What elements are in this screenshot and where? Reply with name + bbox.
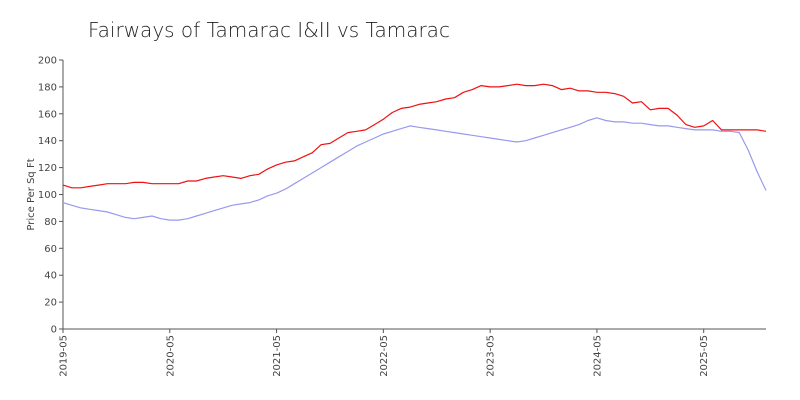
y-tick-label: 200 <box>38 56 57 67</box>
y-tick-label: 180 <box>38 82 57 93</box>
series-line-1 <box>62 83 767 189</box>
y-tick-label: 20 <box>44 298 57 309</box>
x-tick-label: 2024-05 <box>592 335 603 377</box>
series-line-2 <box>62 117 767 221</box>
y-axis-label: Price Per Sq Ft <box>26 158 37 230</box>
x-tick-label: 2020-05 <box>165 335 176 377</box>
y-tick-label: 40 <box>44 271 57 282</box>
y-tick-label: 0 <box>51 325 57 336</box>
x-tick-label: 2021-05 <box>272 335 283 377</box>
x-tick-label: 2019-05 <box>59 335 70 377</box>
x-tick-label: 2025-05 <box>699 335 710 377</box>
y-tick-label: 140 <box>38 136 57 147</box>
y-tick-label: 80 <box>44 217 57 228</box>
y-tick-label: 120 <box>38 163 57 174</box>
series-group <box>62 83 767 221</box>
x-tick-label: 2023-05 <box>486 335 497 377</box>
y-tick-label: 160 <box>38 109 57 120</box>
x-ticks: 2019-05 2020-05 2021-05 2022-05 2023-05 2024-… <box>59 329 710 377</box>
y-tick-label: 60 <box>44 244 57 255</box>
y-ticks: 0 20 40 60 80 100 120 140 160 180 200 <box>38 56 63 336</box>
chart-title: Fairways of Tamarac I&II vs Tamarac <box>88 18 450 42</box>
x-tick-label: 2022-05 <box>379 335 390 377</box>
y-tick-label: 100 <box>38 190 57 201</box>
